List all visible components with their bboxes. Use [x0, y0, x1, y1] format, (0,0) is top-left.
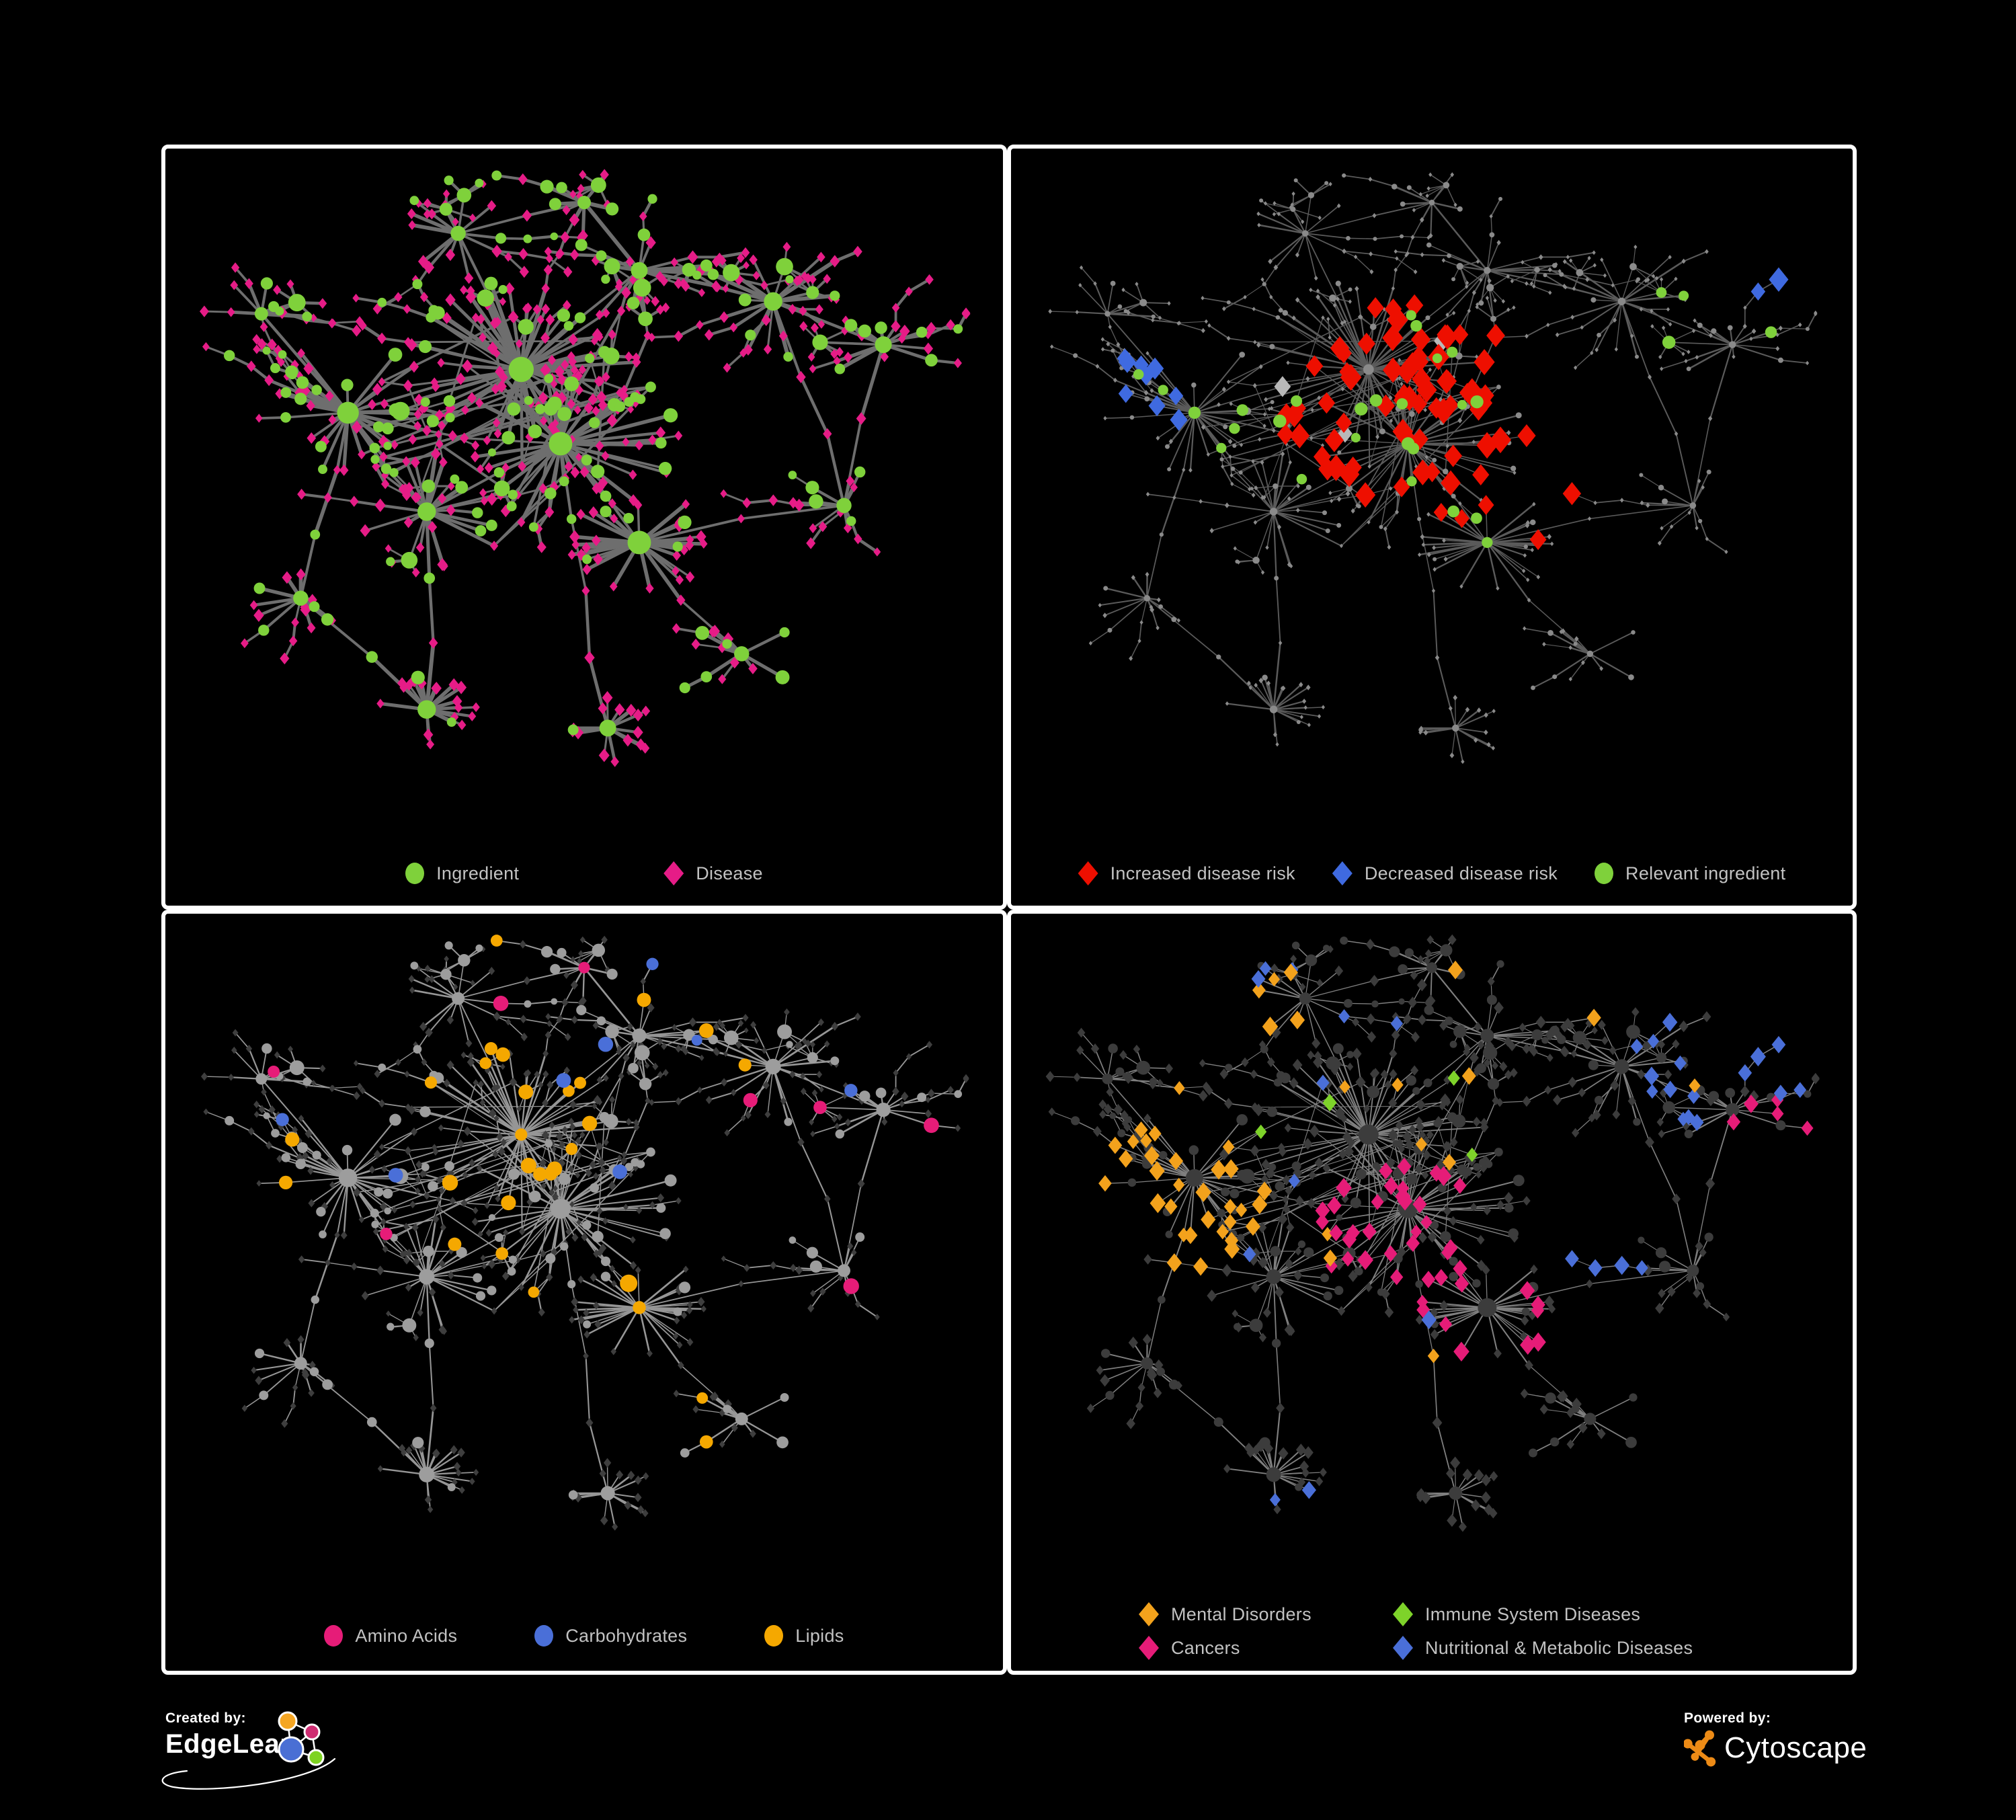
legend-disease-classes: Mental Disorders Immune System Diseases … — [1139, 1602, 1693, 1660]
panel-nutrient-classes: Amino Acids Carbohydrates Lipids — [161, 910, 1007, 1675]
disease-diamond-icon — [663, 861, 684, 885]
legend-item-relevant-ingredient: Relevant ingredient — [1595, 863, 1785, 884]
network-graph-disease-risk — [1048, 172, 1818, 764]
edgeleap-brand-name: EdgeLeap — [165, 1729, 297, 1759]
legend-label: Ingredient — [436, 863, 520, 883]
cancers-diamond-icon — [1139, 1636, 1159, 1660]
legend-item-amino-acids: Amino Acids — [324, 1625, 457, 1647]
created-by-label: Created by: — [165, 1710, 246, 1726]
cytoscape-brand-row: Cytoscape — [1684, 1729, 1872, 1767]
network-graph-nutrient-classes — [200, 935, 969, 1531]
legend-item-immune-diseases: Immune System Diseases — [1393, 1602, 1693, 1626]
carbohydrates-circle-icon — [534, 1625, 554, 1647]
amino-acids-circle-icon — [324, 1625, 344, 1647]
legend-label: Cancers — [1171, 1637, 1240, 1658]
legend-nutrient-classes: Amino Acids Carbohydrates Lipids — [169, 1625, 999, 1647]
created-by-block: Created by: EdgeLeap — [161, 1710, 387, 1805]
ingredient-circle-icon — [405, 863, 425, 884]
edgeleap-logo-icon — [278, 1711, 325, 1766]
legend-item-ingredient: Ingredient — [405, 863, 519, 884]
immune-diseases-diamond-icon — [1393, 1602, 1413, 1626]
legend-item-nutritional-metabolic: Nutritional & Metabolic Diseases — [1393, 1636, 1693, 1660]
legend-item-increased-risk: Increased disease risk — [1078, 861, 1295, 885]
legend-item-lipids: Lipids — [764, 1625, 844, 1647]
legend-label: Relevant ingredient — [1625, 863, 1786, 883]
decreased-risk-diamond-icon — [1332, 861, 1353, 885]
cytoscape-brand-name: Cytoscape — [1724, 1731, 1867, 1764]
legend-ingredient-disease: Ingredient Disease — [169, 861, 999, 885]
network-graph-ingredient-disease — [199, 169, 971, 767]
legend-item-disease: Disease — [663, 861, 763, 885]
legend-label: Increased disease risk — [1110, 863, 1295, 883]
powered-by-label: Powered by: — [1684, 1710, 1771, 1726]
relevant-ingredient-circle-icon — [1595, 863, 1614, 884]
legend-label: Lipids — [795, 1625, 844, 1646]
network-graph-disease-classes — [1045, 934, 1820, 1532]
panel-disease-risk: Increased disease risk Decreased disease… — [1007, 145, 1857, 910]
edgeleap-swoosh-line — [161, 1757, 336, 1790]
legend-item-carbohydrates: Carbohydrates — [534, 1625, 687, 1647]
legend-item-mental-disorders: Mental Disorders — [1139, 1602, 1393, 1626]
legend-label: Immune System Diseases — [1425, 1604, 1641, 1624]
panel-ingredient-disease: Ingredient Disease — [161, 145, 1007, 910]
mental-disorders-diamond-icon — [1139, 1602, 1159, 1626]
legend-item-decreased-risk: Decreased disease risk — [1332, 861, 1558, 885]
legend-item-cancers: Cancers — [1139, 1636, 1393, 1660]
legend-label: Nutritional & Metabolic Diseases — [1425, 1637, 1693, 1658]
legend-label: Carbohydrates — [565, 1625, 688, 1646]
legend-label: Mental Disorders — [1171, 1604, 1312, 1624]
cytoscape-logo-icon — [1684, 1730, 1716, 1767]
edgeleap-brand-row: EdgeLeap — [161, 1711, 387, 1790]
increased-risk-diamond-icon — [1078, 861, 1098, 885]
legend-label: Amino Acids — [355, 1625, 458, 1646]
legend-label: Decreased disease risk — [1364, 863, 1558, 883]
panel-disease-classes: Mental Disorders Immune System Diseases … — [1007, 910, 1857, 1675]
lipids-circle-icon — [764, 1625, 784, 1647]
legend-disease-risk: Increased disease risk Decreased disease… — [1015, 861, 1849, 885]
nutritional-metabolic-diamond-icon — [1393, 1636, 1413, 1660]
powered-by-block: Powered by: Cytoscape — [1684, 1710, 1872, 1784]
legend-label: Disease — [696, 863, 763, 883]
